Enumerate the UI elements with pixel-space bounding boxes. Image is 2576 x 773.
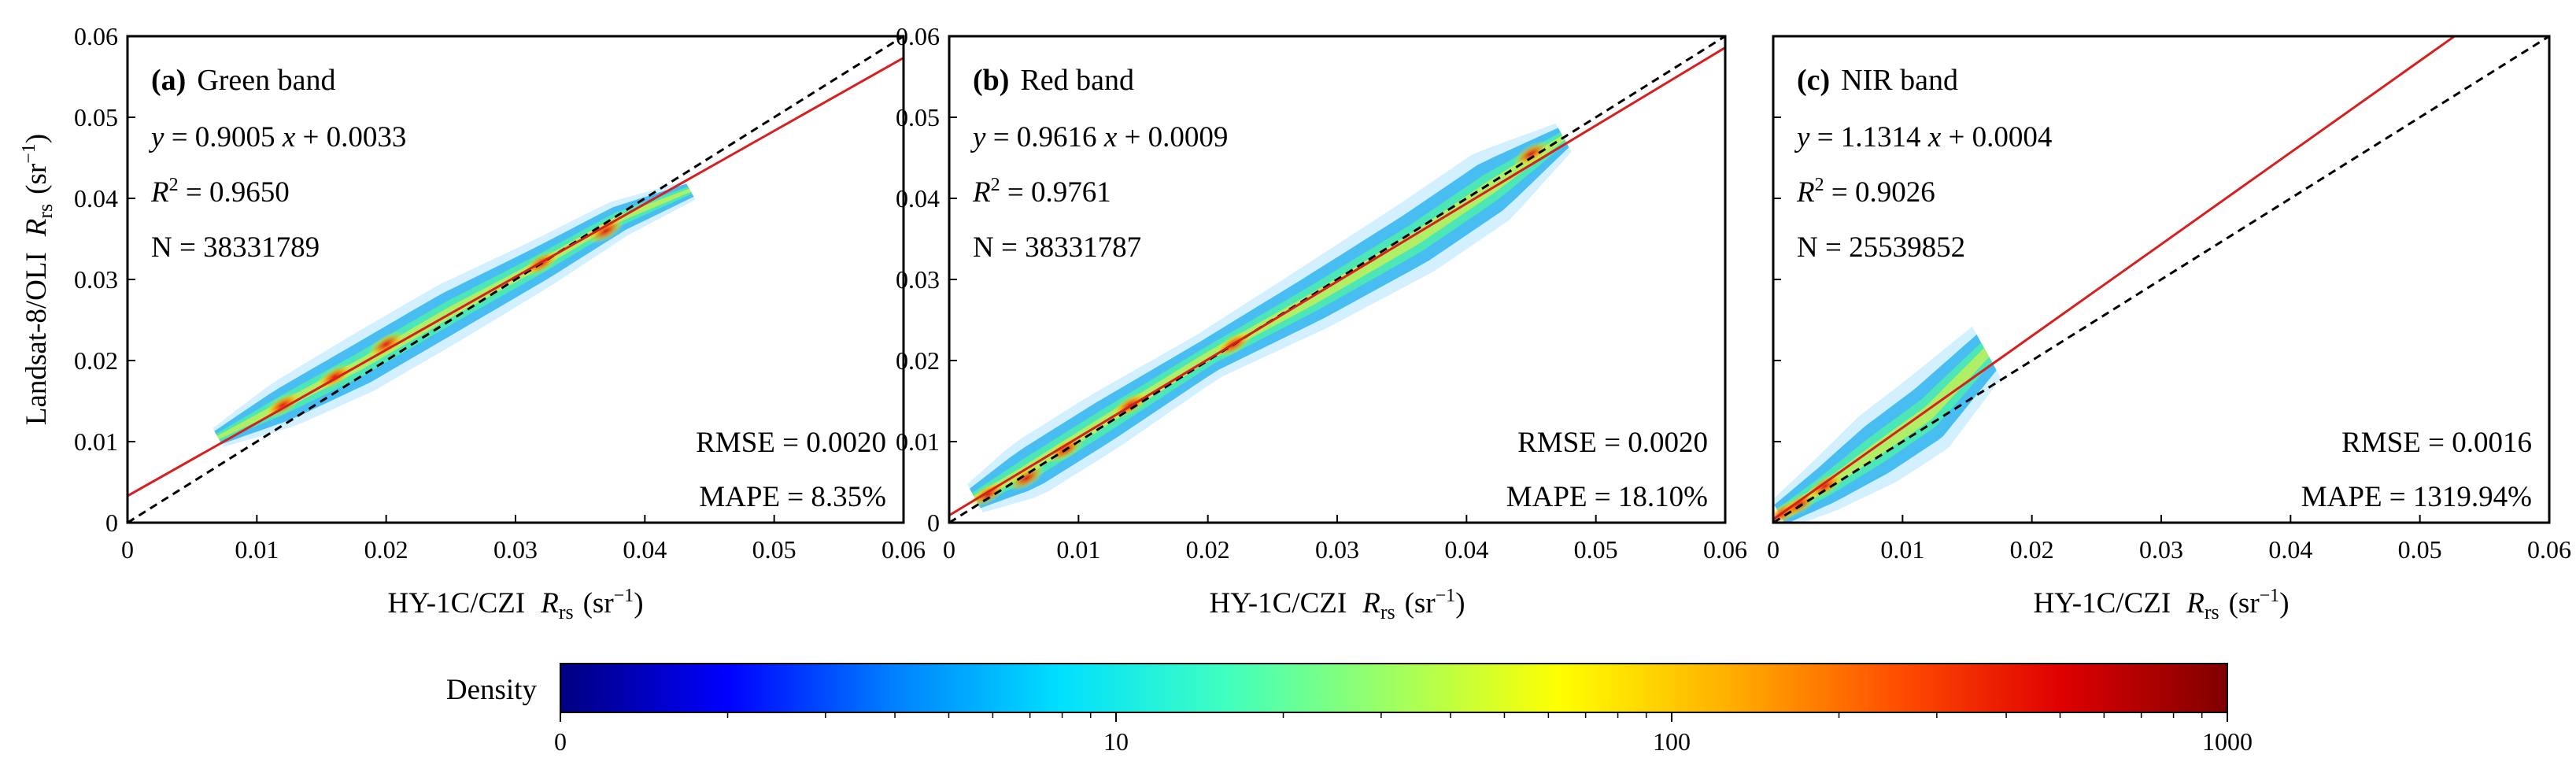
x-tick-label: 0.03 [493, 535, 538, 564]
x-tick-label: 0.01 [235, 535, 279, 564]
x-tick-label: 0.03 [1315, 535, 1359, 564]
x-tick-label: 0.06 [1703, 535, 1747, 564]
x-tick-label: 0.04 [1444, 535, 1488, 564]
plot-area [128, 36, 904, 523]
y-tick-label: 0 [105, 509, 118, 537]
r-squared: R2 = 0.9026 [1796, 175, 1935, 209]
x-axis-label: HY-1C/CZI Rrs (sr−1) [2033, 586, 2289, 623]
sample-count: N = 38331789 [151, 231, 320, 264]
colorbar-tick-label: 0 [554, 727, 567, 756]
panel-1: 0 0.01 0.02 0.03 0.04 0.05 0.06 0 0.01 0.02 0.03 0.… [74, 22, 926, 623]
density-hotspot [1806, 473, 1843, 500]
rmse-value: RMSE = 0.0016 [2341, 427, 2532, 459]
x-tick-label: 0 [1767, 535, 1780, 564]
y-tick-label: 0.03 [896, 265, 940, 294]
x-tick-label: 0.04 [2268, 535, 2312, 564]
x-tick-label: 0 [943, 535, 955, 564]
regression-line [949, 46, 1725, 517]
density-hotspot [264, 392, 301, 419]
r-squared: R2 = 0.9761 [972, 175, 1111, 209]
y-tick-label: 0.04 [74, 184, 118, 213]
y-tick-label: 0.03 [74, 265, 118, 294]
colorbar-gradient [560, 663, 2228, 713]
sample-count: N = 25539852 [1797, 231, 1965, 264]
y-tick-label: 0.02 [896, 346, 940, 375]
panel-title: (b) Red band [973, 64, 1134, 97]
y-tick-label: 0.06 [74, 22, 118, 50]
x-tick-label: 0.02 [364, 535, 408, 564]
density-hotspot [1513, 140, 1550, 167]
regression-line [1773, 36, 2457, 521]
x-axis-label: HY-1C/CZI Rrs (sr−1) [387, 586, 643, 623]
x-tick-label: 0.04 [623, 535, 667, 564]
regression-line [128, 57, 904, 497]
colorbar-tick-label: 100 [1653, 727, 1691, 756]
mape-value: MAPE = 18.10% [1506, 481, 1708, 513]
one-to-one-line [1773, 36, 2549, 523]
x-tick-label: 0 [121, 535, 134, 564]
panel-title: (a) Green band [151, 64, 336, 97]
one-to-one-line [128, 36, 904, 523]
y-tick-label: 0.06 [896, 22, 940, 50]
y-tick-label: 0.01 [896, 427, 940, 456]
rmse-value: RMSE = 0.0020 [1517, 427, 1708, 459]
x-tick-label: 0.01 [1880, 535, 1924, 564]
panel-3: 0 0.01 0.02 0.03 0.04 0.05 0.06 HY-1C/CZI Rrs (sr… [1767, 35, 2571, 623]
regression-equation: y = 0.9616 x + 0.0009 [970, 121, 1228, 153]
mape-value: MAPE = 8.35% [699, 481, 886, 513]
x-tick-label: 0.01 [1056, 535, 1100, 564]
one-to-one-line [949, 36, 1725, 523]
sample-count: N = 38331787 [973, 231, 1141, 264]
x-tick-label: 0.02 [1186, 535, 1230, 564]
plot-area [949, 36, 1725, 523]
colorbar-tick-label: 10 [1103, 727, 1129, 756]
x-tick-label: 0.06 [881, 535, 926, 564]
x-tick-label: 0.06 [2527, 535, 2571, 564]
plot-area [1773, 36, 2549, 523]
y-tick-label: 0.01 [74, 427, 118, 456]
y-tick-label: 0.02 [74, 346, 118, 375]
x-tick-label: 0.03 [2139, 535, 2183, 564]
density-hotspot [1008, 464, 1045, 491]
x-tick-label: 0.05 [1574, 535, 1618, 564]
regression-equation: y = 0.9005 x + 0.0033 [148, 121, 406, 153]
r-squared: R2 = 0.9650 [150, 175, 290, 209]
x-axis-label: HY-1C/CZI Rrs (sr−1) [1209, 586, 1465, 623]
regression-equation: y = 1.1314 x + 0.0004 [1794, 121, 2052, 153]
x-tick-label: 0.05 [752, 535, 796, 564]
colorbar-tick-label: 1000 [2202, 727, 2253, 756]
rmse-value: RMSE = 0.0020 [696, 427, 886, 459]
colorbar: Density 0 10 100 1000 [446, 663, 2253, 756]
colorbar-label: Density [446, 674, 538, 706]
panel-2: 0 0.01 0.02 0.03 0.04 0.05 0.06 0 0.01 0.02 0.03 0.… [896, 22, 1747, 623]
y-tick-label: 0.05 [896, 103, 940, 131]
density-hotspot [588, 217, 625, 244]
x-tick-label: 0.05 [2398, 535, 2442, 564]
y-tick-label: 0 [927, 509, 940, 537]
mape-value: MAPE = 1319.94% [2301, 481, 2532, 513]
panel-title: (c) NIR band [1797, 64, 1958, 97]
x-tick-label: 0.02 [2010, 535, 2054, 564]
y-tick-label: 0.04 [896, 184, 940, 213]
y-axis-label: Landsat-8/OLIRrs(sr−1) [19, 134, 57, 425]
y-tick-label: 0.05 [74, 103, 118, 131]
density-hotspot [368, 331, 405, 357]
